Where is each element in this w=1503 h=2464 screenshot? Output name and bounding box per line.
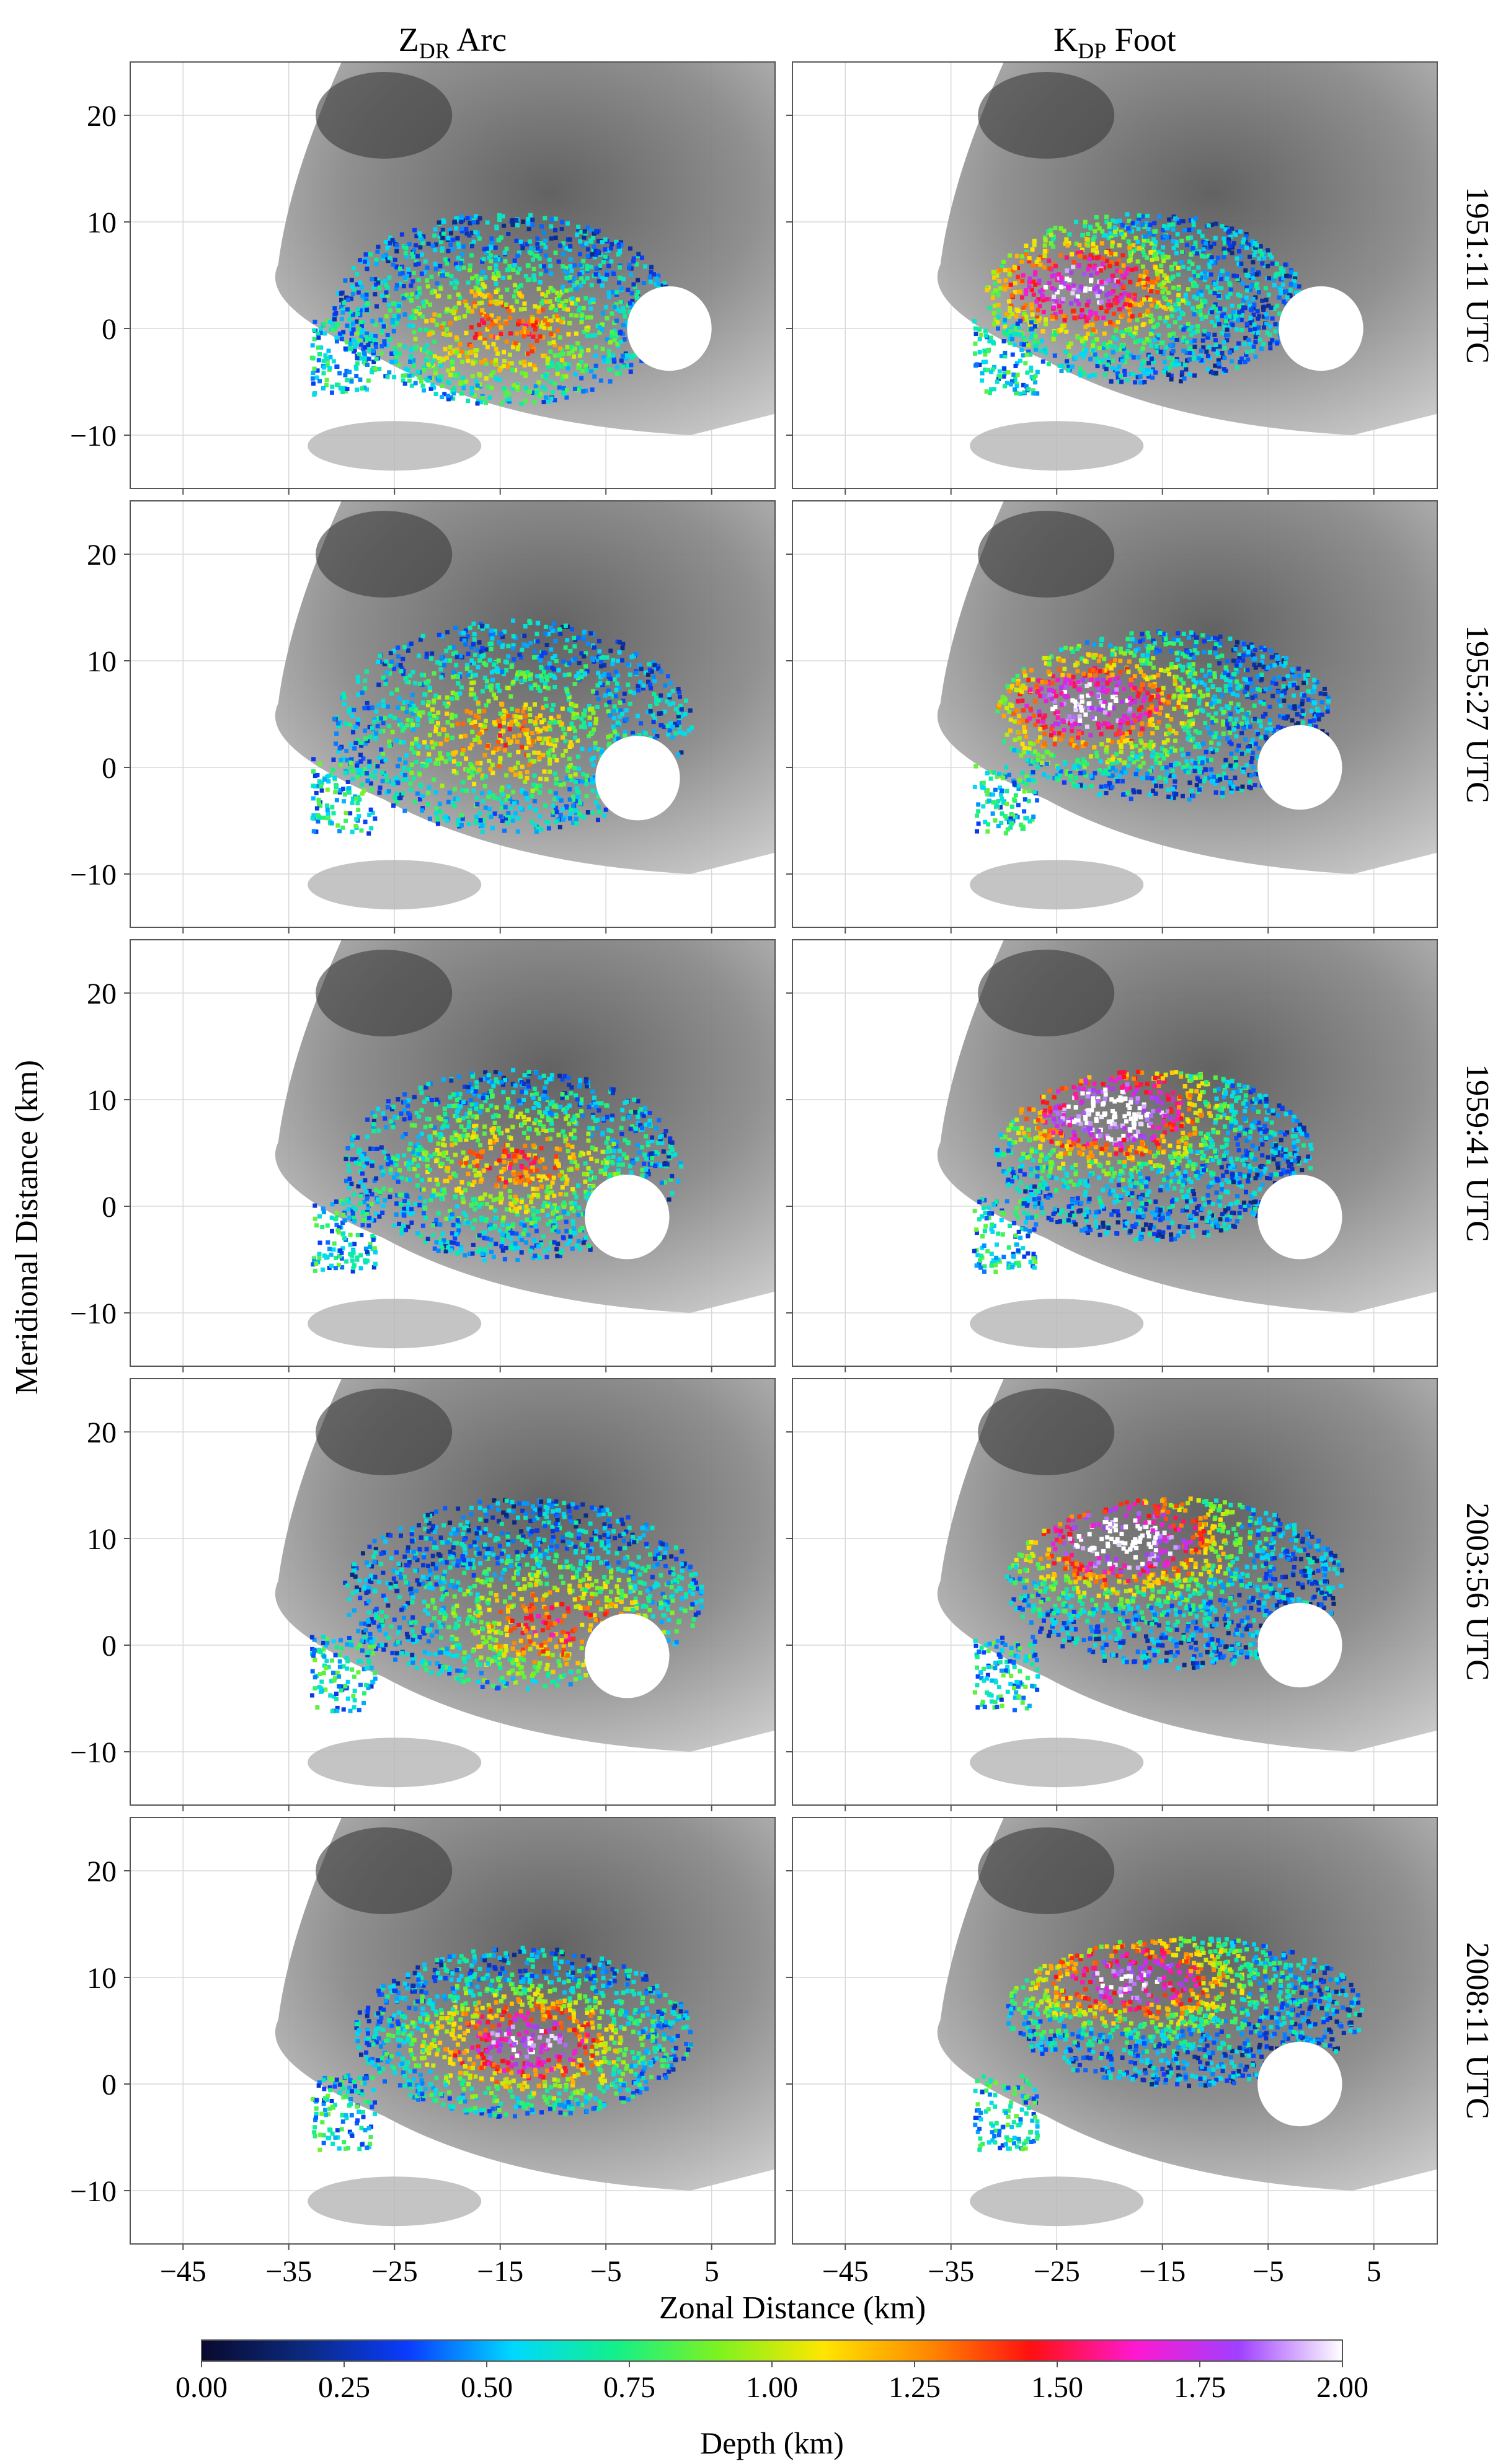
depth-field bbox=[311, 1067, 684, 1274]
y-tick-label: −10 bbox=[70, 1736, 117, 1769]
radar-hole bbox=[1257, 2041, 1342, 2127]
x-axis-label: Zonal Distance (km) bbox=[659, 2290, 926, 2326]
y-tick-label: 0 bbox=[102, 313, 117, 346]
x-tick-label: −25 bbox=[1034, 2255, 1080, 2288]
y-tick-label: −10 bbox=[70, 859, 117, 891]
panel-frame bbox=[792, 939, 1438, 1367]
depth-field bbox=[973, 1936, 1365, 2152]
x-tick-label: −5 bbox=[1252, 2255, 1284, 2288]
y-tick-label: −10 bbox=[70, 2175, 117, 2208]
panel-frame bbox=[130, 939, 776, 1367]
radar-hole bbox=[1257, 1602, 1342, 1688]
x-tick-label: −35 bbox=[265, 2255, 312, 2288]
colorbar-tick-label: 0.25 bbox=[318, 2371, 370, 2404]
row-label-4: 2003:56 UTC bbox=[1460, 1503, 1495, 1680]
panel-r3-c2 bbox=[786, 939, 1438, 1372]
x-tick-label: −45 bbox=[160, 2255, 206, 2288]
y-axis-label: Meridional Distance (km) bbox=[9, 1060, 45, 1395]
y-tick-label: 20 bbox=[87, 1855, 117, 1888]
panel-frame bbox=[130, 61, 776, 489]
panel-r1-c2 bbox=[786, 61, 1438, 495]
colorbar-tick-label: 1.25 bbox=[889, 2371, 941, 2404]
row-label-3: 1959:41 UTC bbox=[1460, 1064, 1495, 1242]
column-title-1: ZDR Arc bbox=[399, 21, 507, 63]
x-tick-label: 5 bbox=[704, 2255, 719, 2288]
colorbar: 0.00 0.25 0.50 0.75 1.00 1.25 1.50 1.75 2.00 bbox=[175, 2339, 1368, 2404]
x-tick-label: −45 bbox=[822, 2255, 869, 2288]
column-title-2: KDP Foot bbox=[1053, 21, 1176, 63]
y-tick-label: 10 bbox=[87, 1084, 117, 1117]
radar-hole bbox=[1279, 286, 1363, 371]
y-tick-label: 20 bbox=[87, 100, 117, 133]
y-tick-label: 20 bbox=[87, 539, 117, 572]
colorbar-tick-label: 0.75 bbox=[603, 2371, 655, 2404]
panel-r4-c2 bbox=[786, 1378, 1438, 1811]
colorbar-tick-label: 0.50 bbox=[461, 2371, 513, 2404]
panel-r2-c2 bbox=[786, 500, 1438, 934]
panel-r3-c1: −10 0 10 20 bbox=[70, 939, 776, 1372]
y-tick-label: 0 bbox=[102, 752, 117, 785]
panel-frame bbox=[130, 500, 776, 928]
colorbar-gradient bbox=[201, 2339, 1343, 2362]
row-label-1: 1951:11 UTC bbox=[1460, 187, 1495, 364]
y-tick-label: 0 bbox=[102, 1630, 117, 1663]
panel-r5-c1: −10 0 10 20 −45 −35 −25 −15 −5 5 bbox=[70, 1817, 776, 2288]
x-tick-label: −25 bbox=[371, 2255, 418, 2288]
panel-frame bbox=[792, 1817, 1438, 2245]
panel-r1-c1: −10 0 10 20 bbox=[70, 61, 776, 495]
radar-hole bbox=[1257, 725, 1342, 810]
reflectivity-background bbox=[275, 1817, 775, 2227]
row-time-labels: 1951:11 UTC 1955:27 UTC 1959:41 UTC 2003:56… bbox=[1460, 187, 1495, 2119]
row-label-2: 1955:27 UTC bbox=[1460, 625, 1495, 803]
depth-field bbox=[972, 1496, 1344, 1713]
x-tick-label: −15 bbox=[1139, 2255, 1186, 2288]
y-tick-label: 10 bbox=[87, 1962, 117, 1995]
y-tick-label: 10 bbox=[87, 206, 117, 239]
panel-frame bbox=[130, 1817, 776, 2245]
radar-hole bbox=[585, 1614, 670, 1698]
y-tick-label: 10 bbox=[87, 1523, 117, 1556]
y-tick-label: 10 bbox=[87, 645, 117, 678]
panel-grid: −10 0 10 20 −10 0 10 20 −10 0 10 20 −10 0 10 20 −10 0 10 20… bbox=[70, 61, 1438, 2288]
panel-frame bbox=[792, 500, 1438, 928]
radar-hole bbox=[585, 1175, 670, 1260]
depth-field bbox=[972, 1069, 1314, 1274]
column-titles: ZDR Arc KDP Foot bbox=[399, 21, 1176, 63]
colorbar-tick-label: 1.50 bbox=[1031, 2371, 1083, 2404]
y-tick-label: 0 bbox=[102, 1191, 117, 1224]
y-tick-label: −10 bbox=[70, 420, 117, 453]
y-tick-label: −10 bbox=[70, 1297, 117, 1330]
row-label-5: 2008:11 UTC bbox=[1460, 1942, 1495, 2119]
radar-hole bbox=[1257, 1175, 1342, 1260]
y-tick-label: 20 bbox=[87, 978, 117, 1010]
radar-hole bbox=[595, 736, 680, 821]
panel-r2-c1: −10 0 10 20 bbox=[70, 500, 776, 934]
colorbar-tick-label: 1.00 bbox=[746, 2371, 798, 2404]
x-tick-label: 5 bbox=[1367, 2255, 1381, 2288]
panel-r4-c1: −10 0 10 20 bbox=[70, 1378, 776, 1811]
colorbar-tick-label: 0.00 bbox=[175, 2371, 228, 2404]
panel-frame bbox=[130, 1378, 776, 1806]
radar-hole bbox=[627, 286, 712, 371]
panel-frame bbox=[792, 61, 1438, 489]
x-tick-label: −5 bbox=[590, 2255, 622, 2288]
colorbar-tick-label: 2.00 bbox=[1316, 2371, 1368, 2404]
depth-field bbox=[310, 618, 694, 836]
y-tick-label: 0 bbox=[102, 2069, 117, 2101]
colorbar-tick-label: 1.75 bbox=[1174, 2371, 1226, 2404]
depth-field bbox=[972, 212, 1303, 396]
colorbar-label: Depth (km) bbox=[700, 2426, 844, 2460]
x-tick-label: −15 bbox=[477, 2255, 523, 2288]
depth-field bbox=[972, 629, 1331, 836]
panel-frame bbox=[792, 1378, 1438, 1806]
x-tick-label: −35 bbox=[928, 2255, 974, 2288]
y-tick-label: 20 bbox=[87, 1416, 117, 1449]
depth-field bbox=[309, 1498, 704, 1714]
depth-field bbox=[311, 1945, 693, 2152]
panel-r5-c2: −45 −35 −25 −15 −5 5 bbox=[786, 1817, 1438, 2288]
